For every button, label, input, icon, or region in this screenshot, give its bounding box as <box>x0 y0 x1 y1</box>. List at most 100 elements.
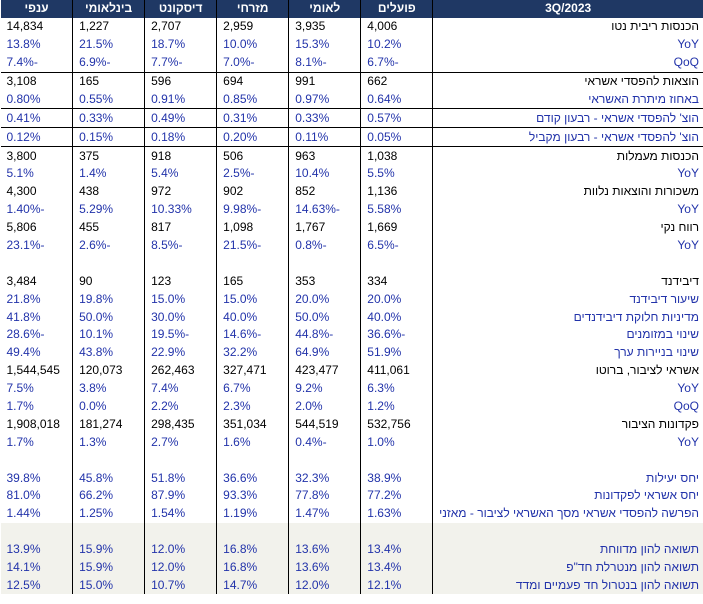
cell-value[interactable]: -2.6% <box>72 236 145 255</box>
cell-value[interactable]: 5,806 <box>6 220 37 235</box>
cell-value[interactable] <box>360 451 433 470</box>
cell-value[interactable]: -1.40% <box>6 202 45 217</box>
cell-value[interactable]: 298,435 <box>144 415 217 434</box>
cell-value[interactable] <box>144 522 217 541</box>
cell-value[interactable]: 43.8% <box>72 343 145 362</box>
cell-value[interactable]: 4,006 <box>360 17 433 36</box>
cell-value[interactable]: 1,227 <box>72 17 145 36</box>
cell-value[interactable]: 41.8% <box>6 309 41 324</box>
cell-value[interactable] <box>0 522 73 541</box>
row-label[interactable]: שיעור דיבידנד <box>432 290 703 309</box>
cell-value[interactable]: 50.0% <box>72 308 145 327</box>
cell-value[interactable]: 1,038 <box>360 146 433 166</box>
cell-value[interactable]: 262,463 <box>144 361 217 380</box>
cell-value[interactable]: 40.0% <box>360 308 433 327</box>
row-label[interactable]: מדיניות חלוקת דיבידנדים <box>432 308 703 327</box>
cell-value[interactable]: 66.2% <box>72 487 145 505</box>
cell-value[interactable]: 13.4% <box>360 540 433 559</box>
row-label[interactable]: הוצ' להפסדי אשראי - רבעון קודם <box>432 108 703 128</box>
cell-value[interactable] <box>360 522 433 541</box>
cell-value[interactable]: 12.0% <box>288 576 361 595</box>
cell-value[interactable]: 375 <box>72 146 145 166</box>
cell-value[interactable] <box>144 451 217 470</box>
row-label[interactable]: אשראי לציבור, ברוטו <box>432 361 703 380</box>
cell-value[interactable]: 10.0% <box>216 35 289 54</box>
cell-value[interactable]: 15.3% <box>288 35 361 54</box>
cell-value[interactable]: 438 <box>72 182 145 201</box>
cell-value[interactable]: 2.2% <box>144 397 217 416</box>
row-label[interactable]: שינוי במזומנים <box>432 326 703 344</box>
cell-value[interactable] <box>216 522 289 541</box>
cell-value[interactable]: 0.20% <box>216 127 289 147</box>
cell-value[interactable]: -7.4% <box>6 55 38 70</box>
cell-value[interactable]: -0.8% <box>288 236 361 255</box>
cell-value[interactable]: 10.1% <box>72 326 145 344</box>
cell-value[interactable]: 852 <box>288 182 361 201</box>
cell-value[interactable]: -9.98% <box>216 200 289 219</box>
cell-value[interactable]: 0.05% <box>360 127 433 147</box>
cell-value[interactable]: 15.0% <box>144 290 217 309</box>
row-label[interactable]: רווח נקי <box>432 218 703 237</box>
cell-value[interactable]: 5.5% <box>360 165 433 183</box>
cell-value[interactable]: 5.29% <box>72 200 145 219</box>
cell-value[interactable]: 39.8% <box>6 470 41 485</box>
cell-value[interactable]: 0.18% <box>144 127 217 147</box>
cell-value[interactable]: 1.7% <box>6 434 34 449</box>
cell-value[interactable]: 2,707 <box>144 17 217 36</box>
cell-value[interactable] <box>288 254 361 273</box>
cell-value[interactable]: 64.9% <box>288 343 361 362</box>
cell-value[interactable]: 19.8% <box>72 290 145 309</box>
cell-value[interactable]: 10.4% <box>288 165 361 183</box>
cell-value[interactable]: 0.80% <box>6 91 41 106</box>
cell-value[interactable]: 15.0% <box>72 576 145 595</box>
header-col-poalim[interactable]: פועלים <box>360 0 433 18</box>
row-label[interactable]: הכנסות ריבית נטו <box>432 17 703 36</box>
cell-value[interactable]: 0.64% <box>360 90 433 109</box>
cell-value[interactable]: -0.4% <box>288 433 361 452</box>
cell-value[interactable] <box>72 451 145 470</box>
header-col-discount[interactable]: דיסקונט <box>144 0 217 18</box>
cell-value[interactable]: 1.4% <box>72 165 145 183</box>
cell-value[interactable]: 6.7% <box>216 379 289 398</box>
cell-value[interactable]: 13.6% <box>288 540 361 559</box>
cell-value[interactable]: 0.11% <box>288 127 361 147</box>
row-label[interactable]: פקדונות הציבור <box>432 415 703 434</box>
cell-value[interactable]: 1.47% <box>288 504 361 523</box>
cell-value[interactable]: -14.63% <box>288 200 361 219</box>
row-label[interactable]: הוצאות להפסדי אשראי <box>432 71 703 91</box>
cell-value[interactable]: 18.7% <box>144 35 217 54</box>
cell-value[interactable] <box>216 254 289 273</box>
cell-value[interactable]: 12.1% <box>360 576 433 595</box>
cell-value[interactable]: 16.8% <box>216 540 289 559</box>
cell-value[interactable]: 411,061 <box>360 361 433 380</box>
cell-value[interactable]: -8.5% <box>144 236 217 255</box>
cell-value[interactable]: -19.5% <box>144 326 217 344</box>
cell-value[interactable]: 181,274 <box>72 415 145 434</box>
row-label[interactable]: YoY <box>432 379 703 398</box>
cell-value[interactable]: 2.3% <box>216 397 289 416</box>
header-col-sector[interactable]: ענפי <box>0 0 73 18</box>
cell-value[interactable]: -36.6% <box>360 326 433 344</box>
cell-value[interactable]: 918 <box>144 146 217 166</box>
cell-value[interactable]: 5.58% <box>360 200 433 219</box>
cell-value[interactable]: 1.2% <box>360 397 433 416</box>
cell-value[interactable]: -14.6% <box>216 326 289 344</box>
cell-value[interactable]: 12.0% <box>144 540 217 559</box>
row-label[interactable]: QoQ <box>432 397 703 416</box>
cell-value[interactable]: 3,108 <box>0 71 73 91</box>
cell-value[interactable]: 0.15% <box>72 127 145 147</box>
cell-value[interactable]: -21.5% <box>216 236 289 255</box>
cell-value[interactable]: 51.9% <box>360 343 433 362</box>
cell-value[interactable]: 351,034 <box>216 415 289 434</box>
cell-value[interactable]: 544,519 <box>288 415 361 434</box>
cell-value[interactable] <box>72 254 145 273</box>
cell-value[interactable]: 0.57% <box>360 108 433 128</box>
cell-value[interactable]: 22.9% <box>144 343 217 362</box>
cell-value[interactable]: 3,484 <box>6 273 37 288</box>
cell-value[interactable]: 30.0% <box>144 308 217 327</box>
cell-value[interactable]: 506 <box>216 146 289 166</box>
cell-value[interactable]: 77.8% <box>288 487 361 505</box>
cell-value[interactable] <box>360 254 433 273</box>
row-label[interactable]: יחס יעילות <box>432 469 703 488</box>
row-label[interactable]: הפרשה להפסדי אשראי מסך האשראי לציבור - מ… <box>432 504 703 523</box>
